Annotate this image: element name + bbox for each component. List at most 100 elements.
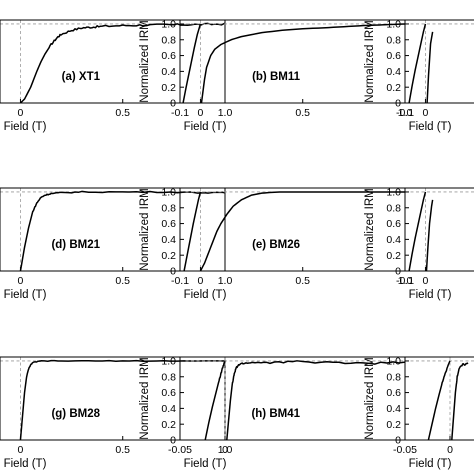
irm-curve <box>199 191 405 271</box>
y-tick-label: 0.6 <box>161 218 176 230</box>
irm-curve <box>19 359 225 440</box>
y-tick-label: 0.4 <box>386 234 401 246</box>
panel-label: (e) BM26 <box>252 239 300 251</box>
plot-frame <box>0 356 226 441</box>
y-tick-label: 0 <box>170 266 176 278</box>
x-tick-label: -0.05 <box>168 444 192 456</box>
x-tick-label: 0.5 <box>115 275 130 287</box>
y-tick-label: 0.4 <box>161 403 176 415</box>
y-tick-label: 0.4 <box>161 66 176 78</box>
x-tick-label: 0 <box>18 107 24 119</box>
y-tick-label: 0.2 <box>161 82 176 94</box>
irm-curve <box>200 23 405 103</box>
irm-curve <box>204 361 226 440</box>
y-tick-label: 1.0 <box>386 356 401 368</box>
y-tick-label: 0.4 <box>386 66 401 78</box>
y-tick-label: 0.4 <box>161 234 176 246</box>
x-axis-title: Field (T) <box>184 458 227 470</box>
panel-label: (b) BM11 <box>252 71 301 83</box>
x-axis-title: Field (T) <box>409 121 452 133</box>
y-tick-label: 0.8 <box>161 371 176 383</box>
irm-curve <box>226 360 405 440</box>
panel-label: (h) BM41 <box>251 408 300 420</box>
y-tick-label: 0 <box>170 435 176 447</box>
plot-frame <box>404 187 474 272</box>
y-tick-label: 0.6 <box>386 218 401 230</box>
x-tick-label: 0.5 <box>115 107 130 119</box>
irm-curve <box>408 23 427 103</box>
x-tick-label: 0 <box>198 107 204 119</box>
y-tick-label: 0.6 <box>161 387 176 399</box>
irm-curve <box>425 199 434 271</box>
y-tick-label: 1.0 <box>386 187 401 199</box>
y-tick-label: 0.4 <box>386 403 401 415</box>
y-axis-title: Normalized IRM <box>364 188 376 270</box>
y-axis-title: Normalized IRM <box>364 357 376 439</box>
panel: 0 0.5 1.0 Field (T) (a) XT1 <box>0 19 233 133</box>
plot-frame <box>0 19 226 104</box>
y-tick-label: 0.8 <box>161 34 176 46</box>
irm-curve <box>451 362 469 440</box>
irm-curve <box>426 31 434 103</box>
plot-frame <box>0 187 226 272</box>
panel: 0 0.5 1.0 Field (T) (g) BM28 <box>0 356 233 470</box>
y-tick-label: 0 <box>170 98 176 110</box>
x-axis-title: Field (T) <box>4 289 47 301</box>
x-tick-label: -0.05 <box>393 444 417 456</box>
y-tick-label: 0.2 <box>386 82 401 94</box>
x-axis-title: Field (T) <box>409 289 452 301</box>
y-tick-label: 0.2 <box>161 419 176 431</box>
y-tick-label: 0.6 <box>386 387 401 399</box>
plot-frame <box>404 19 474 104</box>
y-tick-label: 0.2 <box>386 250 401 262</box>
x-tick-label: 0 <box>447 444 453 456</box>
plot-frame <box>404 356 474 441</box>
x-tick-label: 1.0 <box>398 275 413 287</box>
y-tick-label: 0.8 <box>386 34 401 46</box>
irm-curve <box>408 191 427 271</box>
panel-label: (d) BM21 <box>51 239 100 251</box>
x-tick-label: -0.1 <box>171 107 189 119</box>
y-tick-label: 1.0 <box>386 19 401 31</box>
y-tick-label: 0.6 <box>386 50 401 62</box>
x-tick-label: 0 <box>423 107 429 119</box>
x-axis-title: Field (T) <box>4 458 47 470</box>
x-tick-label: 1.0 <box>218 444 233 456</box>
x-tick-label: 1.0 <box>218 107 233 119</box>
panel-label: (g) BM28 <box>51 408 100 420</box>
x-tick-label: 0 <box>423 275 429 287</box>
x-tick-label: 0 <box>18 275 24 287</box>
x-tick-label: 0 <box>18 444 24 456</box>
x-axis-title: Field (T) <box>4 121 47 133</box>
y-tick-label: 0.6 <box>161 50 176 62</box>
x-tick-label: 0 <box>222 444 228 456</box>
y-axis-title: Normalized IRM <box>139 357 151 439</box>
y-axis-title: Normalized IRM <box>139 188 151 270</box>
x-axis-title: Field (T) <box>184 121 227 133</box>
y-tick-label: 1.0 <box>161 356 176 368</box>
x-tick-label: -0.1 <box>396 107 414 119</box>
y-axis-title: Normalized IRM <box>139 20 151 102</box>
y-tick-label: 0.8 <box>386 371 401 383</box>
x-tick-label: 0.5 <box>295 107 310 119</box>
y-tick-label: 0 <box>395 266 401 278</box>
x-tick-label: 0.5 <box>115 444 130 456</box>
irm-curve <box>183 191 202 271</box>
y-tick-label: 1.0 <box>161 187 176 199</box>
y-tick-label: 0.8 <box>386 202 401 214</box>
irm-curve <box>19 190 225 271</box>
x-tick-label: -0.1 <box>396 275 414 287</box>
x-axis-title: Field (T) <box>184 289 227 301</box>
y-tick-label: 0.8 <box>161 202 176 214</box>
y-tick-label: 0 <box>395 435 401 447</box>
irm-curve <box>182 23 202 103</box>
y-tick-label: 0 <box>395 98 401 110</box>
x-tick-label: 0 <box>198 275 204 287</box>
y-tick-label: 1.0 <box>161 19 176 31</box>
y-tick-label: 0.2 <box>386 419 401 431</box>
